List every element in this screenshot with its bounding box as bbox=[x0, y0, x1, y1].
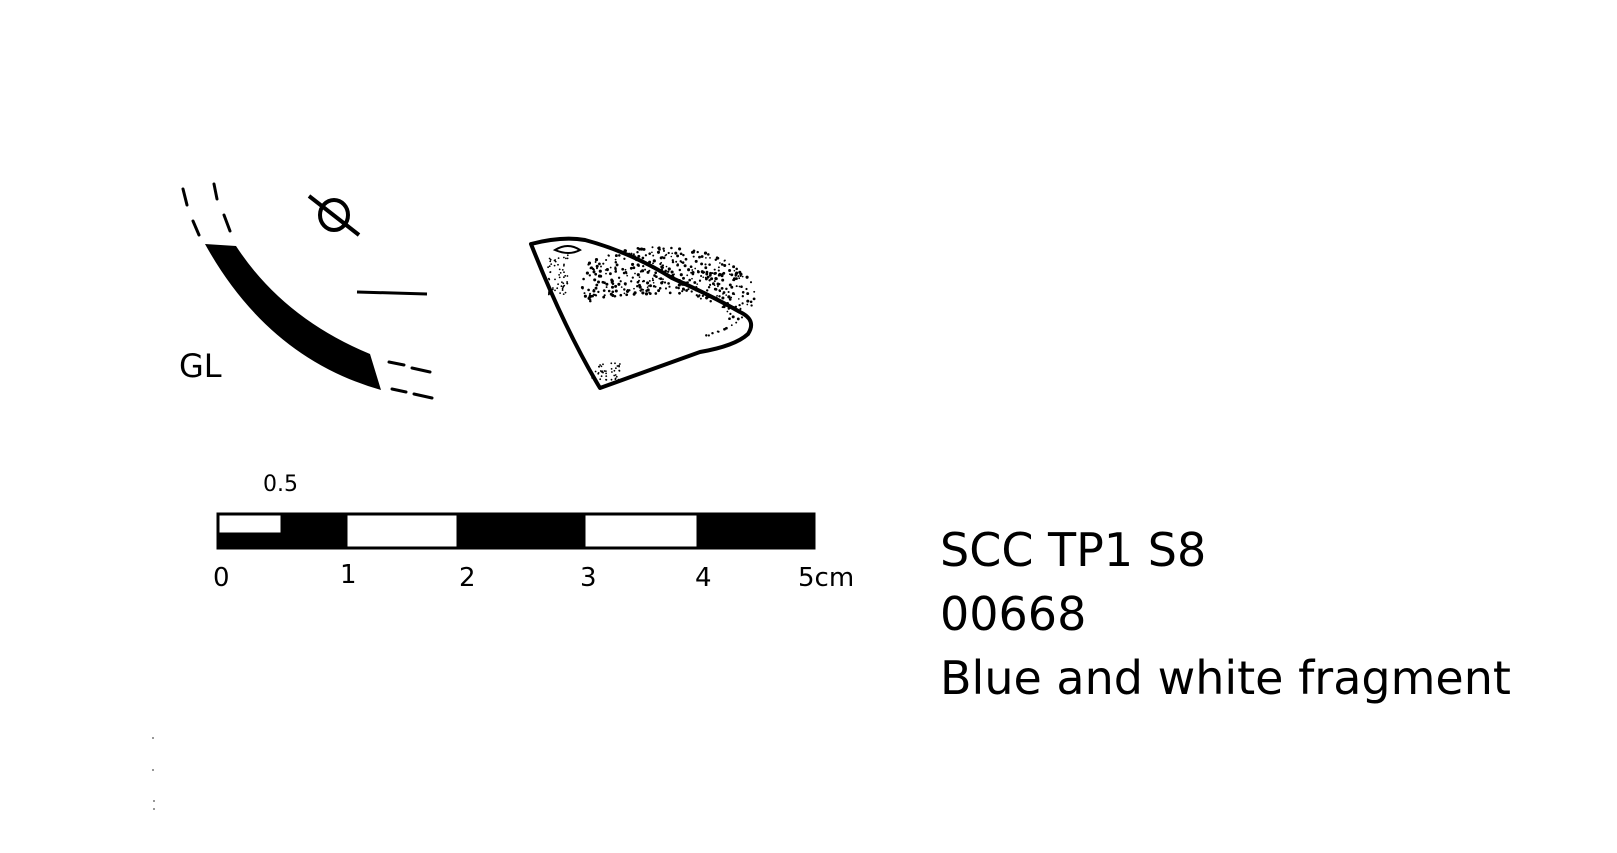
scale-tick-3: 3 bbox=[580, 563, 597, 593]
profile-extension-top bbox=[181, 182, 232, 237]
rim-line bbox=[356, 290, 428, 296]
scale-segment-2-3 bbox=[456, 512, 586, 550]
sherd-outline bbox=[529, 236, 754, 390]
scale-half-label: 0.5 bbox=[263, 472, 298, 497]
scale-segment-half-1 bbox=[280, 512, 348, 550]
scale-segment-4-5 bbox=[696, 512, 816, 550]
blue-decoration-stipple bbox=[547, 246, 756, 381]
sherd-rim-chip bbox=[552, 245, 582, 254]
scale-tick-5: 5cm bbox=[798, 563, 855, 593]
scale-segment-3-4 bbox=[582, 512, 700, 550]
diameter-symbol-icon bbox=[307, 194, 361, 237]
profile-label: GL bbox=[179, 347, 222, 385]
caption-description: Blue and white fragment bbox=[940, 651, 1511, 705]
caption-find-number: 00668 bbox=[940, 587, 1087, 641]
scale-tick-1: 1 bbox=[340, 560, 357, 590]
find-caption: SCC TP1 S8 00668 Blue and white fragment bbox=[940, 518, 1511, 710]
scale-tick-2: 2 bbox=[459, 563, 476, 593]
vessel-profile-section bbox=[205, 244, 381, 390]
caption-context: SCC TP1 S8 bbox=[940, 523, 1207, 577]
scale-tick-0: 0 bbox=[213, 563, 230, 593]
profile-extension-bottom bbox=[387, 360, 434, 400]
scale-tick-4: 4 bbox=[695, 563, 712, 593]
